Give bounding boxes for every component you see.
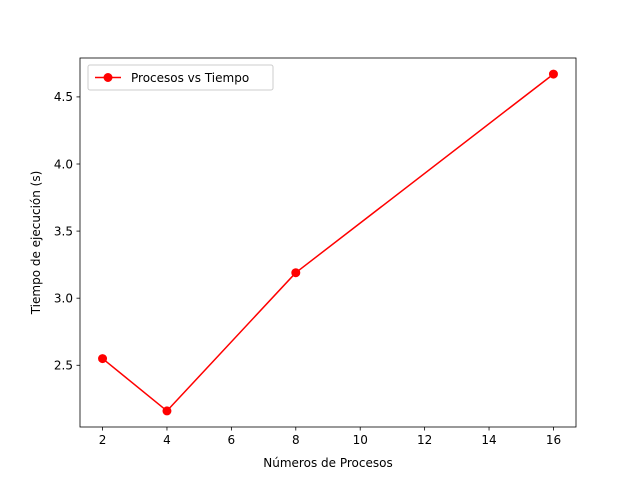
data-point bbox=[98, 354, 108, 364]
legend-marker-swatch bbox=[103, 73, 113, 82]
x-axis-ticks: 2 4 6 8 10 12 14 16 bbox=[99, 427, 561, 447]
y-tick-label: 4.5 bbox=[54, 90, 73, 104]
legend-box bbox=[87, 64, 274, 91]
data-point bbox=[291, 268, 301, 278]
y-tick-label: 2.5 bbox=[54, 359, 73, 373]
x-tick-label: 4 bbox=[163, 433, 171, 447]
y-tick-label: 3.5 bbox=[54, 224, 73, 238]
y-axis-ticks: 2.5 3.0 3.5 4.0 4.5 bbox=[54, 90, 80, 373]
x-tick-label: 6 bbox=[228, 433, 236, 447]
x-tick-label: 14 bbox=[481, 433, 496, 447]
y-tick-label: 4.0 bbox=[54, 157, 73, 171]
y-axis-label: Tiempo de ejecución (s) bbox=[29, 171, 43, 316]
data-point bbox=[548, 69, 558, 79]
series-layer bbox=[98, 69, 558, 416]
plot-frame bbox=[79, 57, 577, 428]
x-axis-label: Números de Procesos bbox=[263, 456, 392, 470]
x-tick-label: 12 bbox=[417, 433, 432, 447]
x-tick-label: 16 bbox=[546, 433, 561, 447]
y-tick-label: 3.0 bbox=[54, 291, 73, 305]
data-point bbox=[162, 406, 172, 416]
x-tick-label: 8 bbox=[292, 433, 300, 447]
legend-label: Procesos vs Tiempo bbox=[131, 71, 249, 85]
x-tick-label: 2 bbox=[99, 433, 107, 447]
legend: Procesos vs Tiempo bbox=[87, 64, 274, 91]
series-line bbox=[102, 73, 554, 412]
x-tick-label: 10 bbox=[353, 433, 368, 447]
